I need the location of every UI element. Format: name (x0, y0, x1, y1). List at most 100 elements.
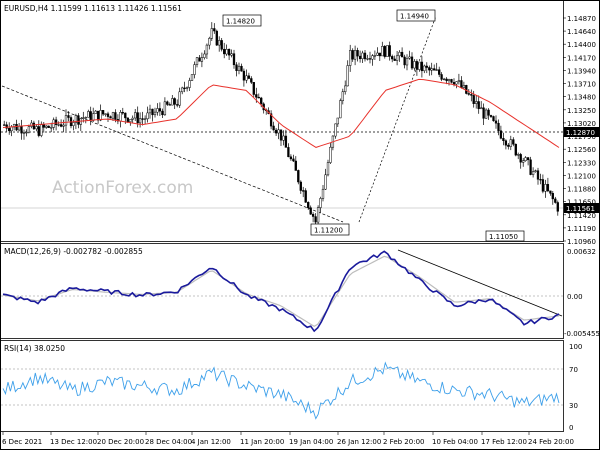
price-tick-label: 1.11650 (567, 199, 596, 207)
candle-body (3, 124, 6, 126)
price-tick-label: 1.14400 (567, 41, 596, 49)
candle-body (324, 174, 327, 190)
candle-body (484, 109, 488, 119)
candle-body (339, 100, 342, 119)
price-tick-label: 1.10960 (567, 238, 596, 246)
candle-body (346, 65, 349, 87)
time-tick-label: 17 Feb 12:00 (481, 438, 527, 446)
candle-body (517, 154, 520, 156)
candle-body (455, 81, 458, 85)
candle-body (450, 79, 453, 83)
time-axis: 6 Dec 2021 13 Dec 12:00 20 Dec 20:00 28 Dec… (2, 432, 574, 446)
candle-body (299, 181, 302, 191)
candle-body (435, 69, 438, 71)
candle-body (173, 98, 176, 105)
candle-body (477, 101, 480, 110)
candle-body (351, 50, 354, 60)
rsi-label-30: 30 (569, 402, 578, 410)
time-tick-label: 13 Dec 12:00 (50, 438, 97, 446)
candle-body (534, 170, 537, 172)
rsi-line (2, 361, 560, 420)
candle-body (22, 132, 26, 134)
candle-body (519, 154, 522, 163)
candle-body (17, 126, 21, 131)
candle-body (89, 111, 92, 121)
candle-body (465, 85, 468, 94)
candle-body (250, 78, 253, 83)
callout-low-2: 1.11050 (485, 230, 525, 242)
candle-body (284, 135, 288, 148)
candle-body (215, 30, 218, 46)
price-tick-label: 1.12100 (567, 172, 596, 180)
time-tick-label: 26 Jan 12:00 (337, 438, 381, 446)
candle-body (410, 56, 414, 69)
candle-body (544, 184, 547, 192)
price-candles (3, 22, 559, 229)
macd-label-zero: 0.00 (567, 293, 583, 301)
current-price-tag: 1.11561 (564, 203, 599, 213)
candle-body (5, 124, 8, 129)
candle-body (368, 58, 372, 60)
candle-body (297, 170, 300, 183)
candle-body (371, 55, 374, 60)
callout-high-1: 1.14820 (222, 14, 262, 27)
candle-body (223, 48, 226, 55)
candle-body (549, 190, 552, 194)
candle-body (524, 157, 527, 161)
candle-body (413, 61, 416, 69)
candle-body (551, 193, 554, 200)
candle-body (512, 139, 515, 145)
candle-body (240, 65, 243, 72)
callout-low-1: 1.11200 (310, 223, 350, 236)
price-tick-label: 1.12560 (567, 146, 596, 154)
candle-body (59, 124, 63, 127)
macd-label-bottom: -0.005455 (564, 330, 600, 338)
candle-body (72, 122, 75, 126)
candle-body (556, 202, 559, 212)
price-tick-label: 1.11880 (567, 186, 596, 194)
price-tick-label: 1.11420 (567, 212, 596, 220)
candle-body (361, 52, 364, 59)
candle-body (247, 75, 251, 79)
candle-body (514, 143, 517, 156)
candle-body (492, 116, 495, 122)
rsi-pane: RSI(14) 38.0250 100 70 30 0 (0, 340, 582, 432)
candle-body (257, 96, 260, 99)
time-tick-label: 4 Jan 12:00 (191, 438, 231, 446)
price-tick-label: 1.12790 (567, 133, 596, 141)
candle-body (366, 58, 369, 60)
candle-body (15, 124, 18, 131)
price-tick-label: 1.11190 (567, 225, 596, 233)
candle-body (195, 57, 199, 65)
candle-body (181, 87, 184, 93)
candle-body (252, 82, 255, 95)
main-plot-frame (0, 0, 564, 242)
candle-body (40, 124, 43, 136)
candle-body (146, 112, 149, 120)
callout-high-2: 1.14940 (396, 9, 436, 22)
candle-body (242, 70, 246, 81)
candle-body (131, 117, 134, 120)
candle-body (168, 104, 171, 106)
candle-body (109, 116, 112, 119)
candle-body (425, 65, 428, 68)
candle-body (67, 115, 70, 118)
candle-body (292, 158, 295, 162)
candle-body (200, 57, 204, 62)
candle-body (151, 108, 154, 116)
candle-body (178, 91, 181, 106)
candle-body (408, 56, 411, 59)
price-tick-label: 1.13250 (567, 107, 596, 115)
candle-body (423, 65, 426, 72)
candle-body (156, 108, 159, 113)
candle-body (87, 111, 90, 118)
candle-body (447, 79, 451, 82)
candle-body (489, 115, 493, 117)
macd-pane: MACD(12,26,9) -0.002782 -0.002855 0.0063… (0, 243, 600, 339)
candle-body (279, 129, 283, 141)
candle-body (341, 91, 344, 101)
candle-body (62, 124, 65, 127)
macd-main-line (2, 250, 560, 333)
time-tick-label: 11 Jan 20:00 (240, 438, 284, 446)
macd-trendline (397, 249, 563, 317)
